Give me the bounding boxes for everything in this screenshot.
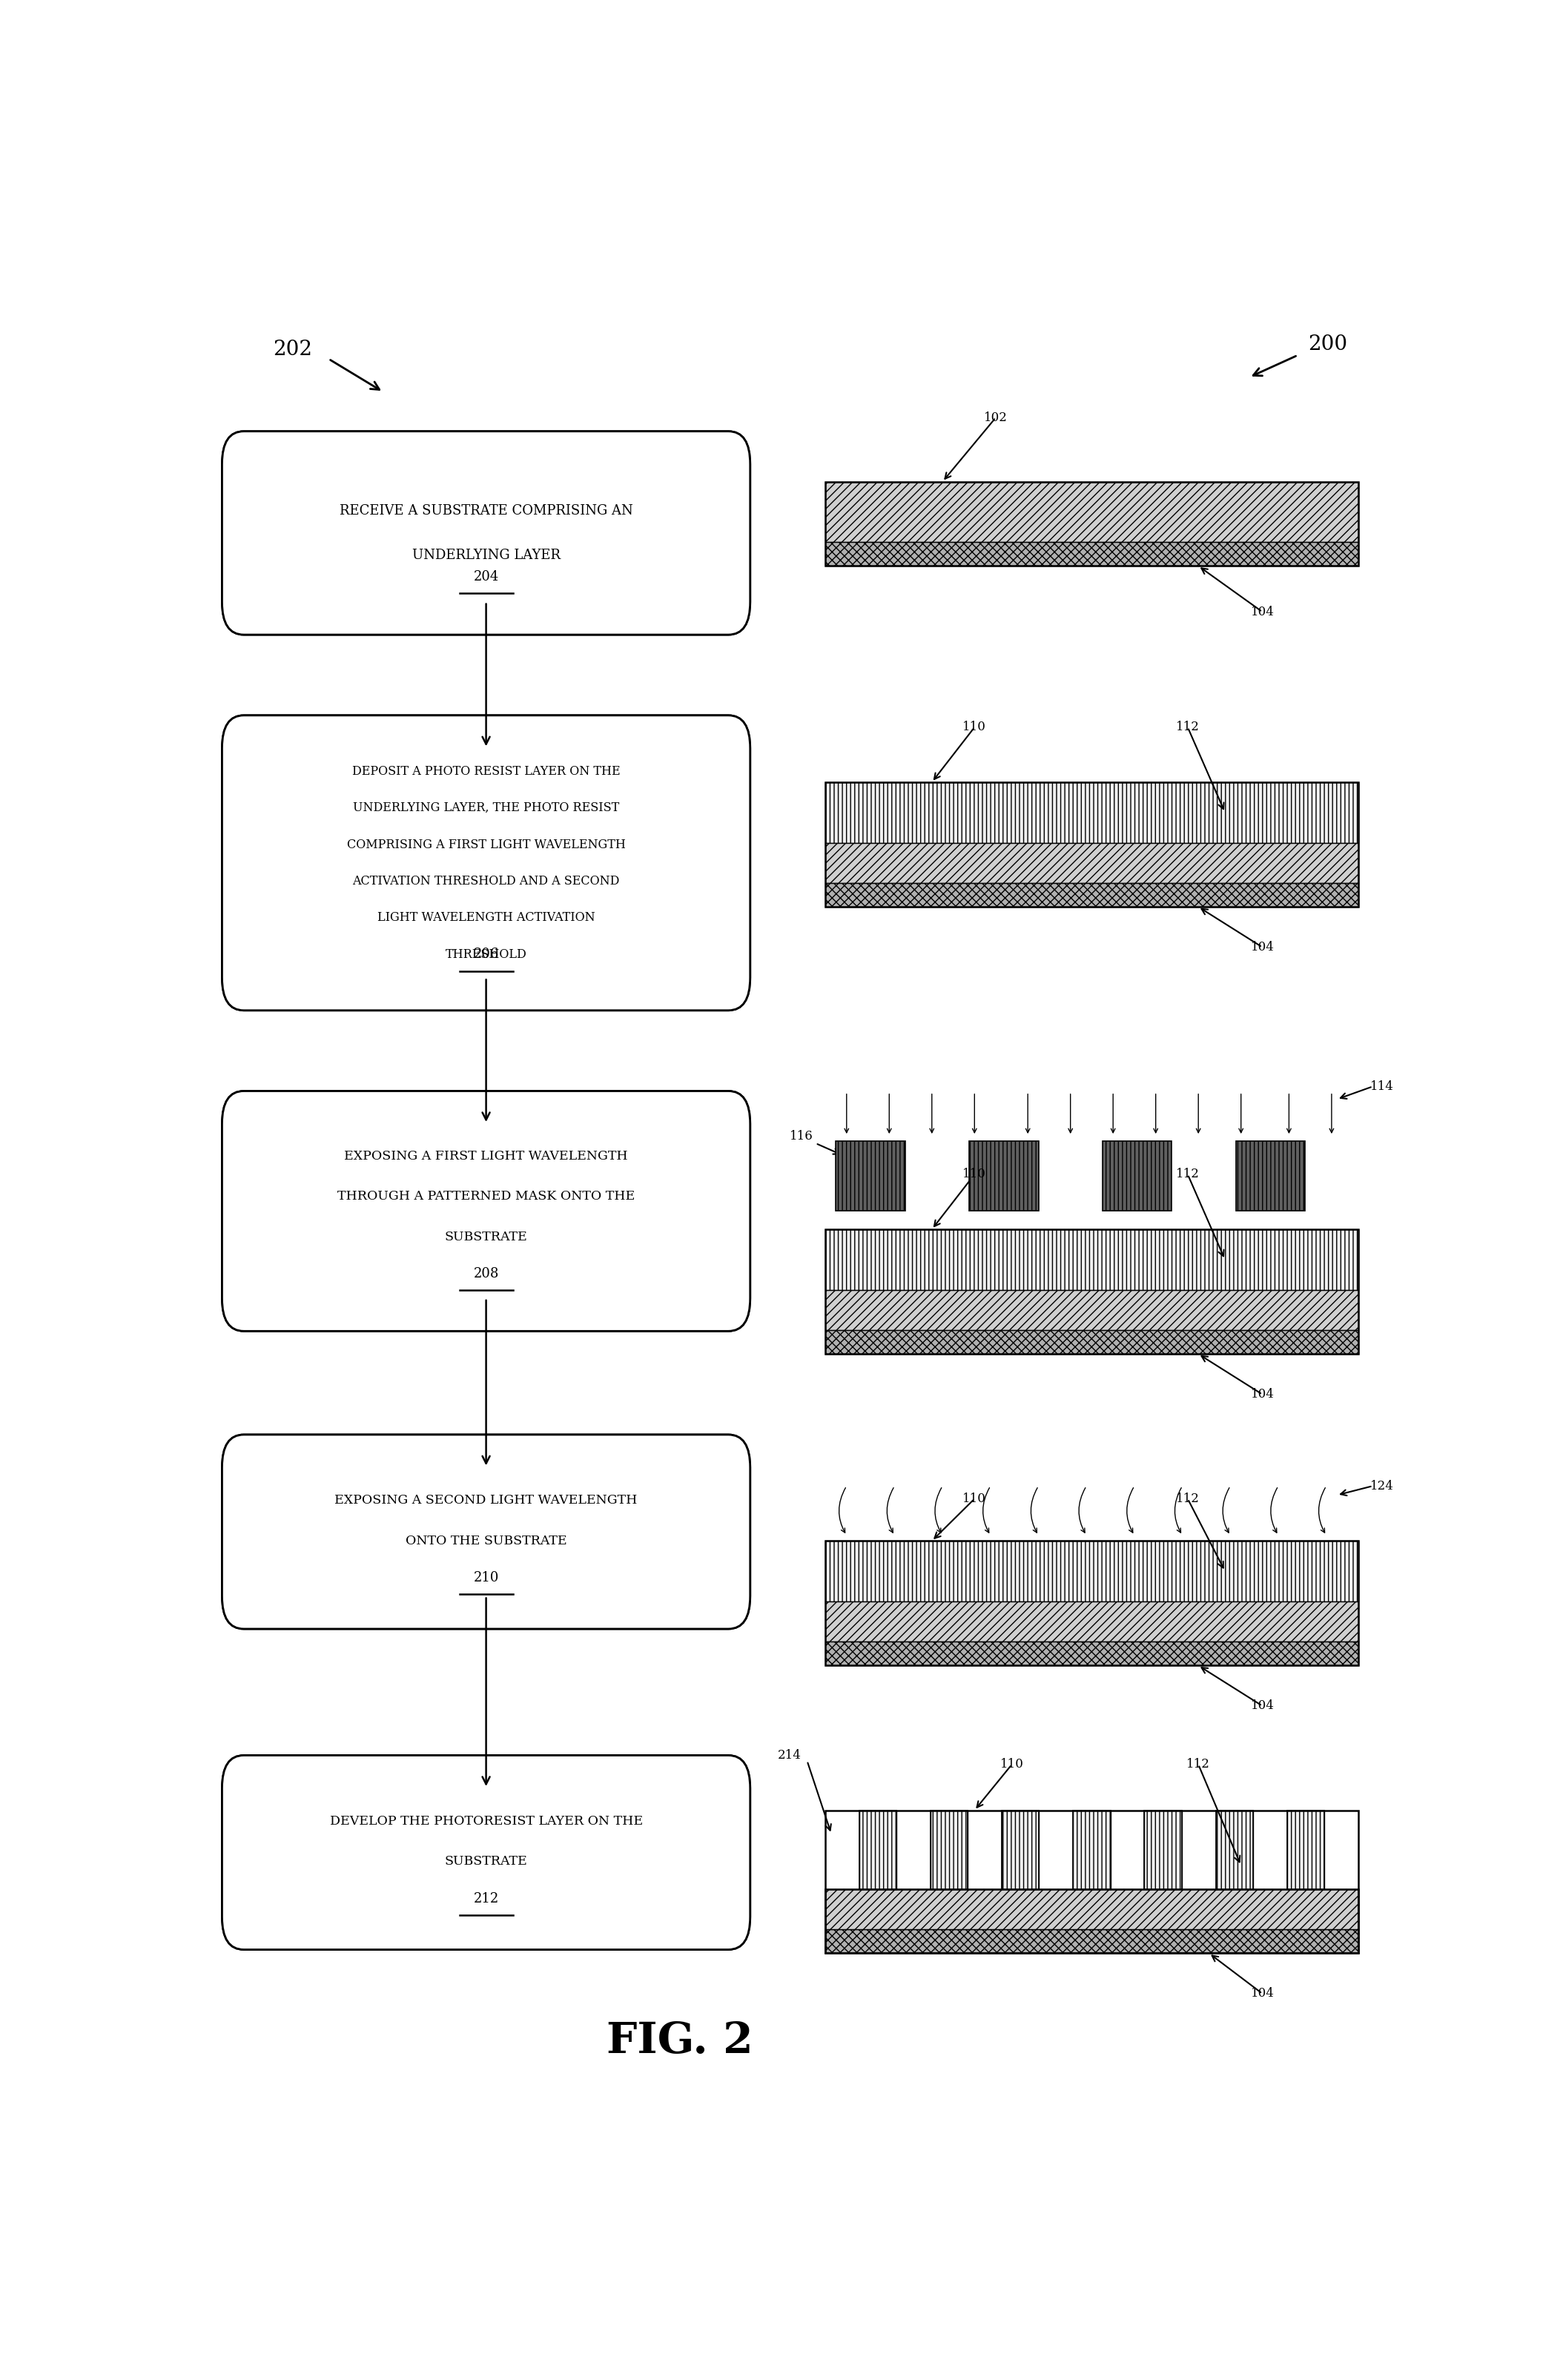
Bar	[825, 843, 1358, 883]
Text: FIG. 2: FIG. 2	[606, 2021, 753, 2061]
FancyBboxPatch shape	[222, 716, 750, 1012]
FancyBboxPatch shape	[222, 1756, 750, 1949]
Bar	[1074, 1811, 1110, 1890]
Text: SUBSTRATE: SUBSTRATE	[444, 1856, 528, 1868]
FancyBboxPatch shape	[222, 1756, 750, 1949]
Bar	[930, 1811, 967, 1890]
Text: SUBSTRATE: SUBSTRATE	[444, 1230, 528, 1242]
Text: THRESHOLD: THRESHOLD	[445, 947, 527, 962]
FancyBboxPatch shape	[222, 431, 750, 635]
Text: 206: 206	[474, 947, 499, 962]
Bar	[969, 1142, 1038, 1211]
Bar	[825, 783, 1358, 907]
Text: 124: 124	[1371, 1480, 1394, 1492]
Bar	[825, 1602, 1358, 1642]
Text: 104: 104	[1250, 1699, 1274, 1711]
Text: 204: 204	[474, 571, 499, 583]
Bar	[825, 1230, 1358, 1290]
Bar	[825, 1811, 1358, 1954]
Bar	[825, 1890, 1358, 1930]
Bar	[860, 1811, 897, 1890]
Bar	[825, 1930, 1358, 1954]
Bar	[930, 1811, 967, 1890]
FancyBboxPatch shape	[222, 1090, 750, 1330]
Text: 112: 112	[1186, 1759, 1210, 1771]
Bar	[1002, 1811, 1039, 1890]
Text: RECEIVE A SUBSTRATE COMPRISING AN: RECEIVE A SUBSTRATE COMPRISING AN	[339, 505, 633, 519]
Bar	[1236, 1142, 1305, 1211]
Text: 212: 212	[474, 1892, 499, 1906]
Bar	[1144, 1811, 1182, 1890]
Text: 104: 104	[1250, 605, 1274, 619]
Text: 104: 104	[1250, 1388, 1274, 1399]
Text: 104: 104	[1250, 940, 1274, 954]
Bar	[825, 543, 1358, 566]
Text: 110: 110	[1000, 1759, 1024, 1771]
Text: LIGHT WAVELENGTH ACTIVATION: LIGHT WAVELENGTH ACTIVATION	[377, 912, 596, 923]
FancyBboxPatch shape	[222, 1435, 750, 1628]
Text: ACTIVATION THRESHOLD AND A SECOND: ACTIVATION THRESHOLD AND A SECOND	[353, 876, 619, 888]
Bar	[825, 883, 1358, 907]
Bar	[1074, 1811, 1110, 1890]
Text: 112: 112	[1175, 1492, 1199, 1504]
Text: 102: 102	[985, 412, 1008, 424]
Bar	[825, 1290, 1358, 1330]
Text: 114: 114	[1371, 1081, 1394, 1092]
Text: DEPOSIT A PHOTO RESIST LAYER ON THE: DEPOSIT A PHOTO RESIST LAYER ON THE	[352, 764, 621, 778]
Text: 210: 210	[474, 1571, 499, 1585]
Bar	[1286, 1811, 1324, 1890]
Bar	[825, 1330, 1358, 1354]
Text: 200: 200	[1308, 333, 1347, 355]
Text: 214: 214	[777, 1749, 800, 1761]
Text: 202: 202	[272, 340, 313, 359]
Bar	[1286, 1811, 1324, 1890]
Text: UNDERLYING LAYER, THE PHOTO RESIST: UNDERLYING LAYER, THE PHOTO RESIST	[353, 802, 619, 814]
Text: DEVELOP THE PHOTORESIST LAYER ON THE: DEVELOP THE PHOTORESIST LAYER ON THE	[330, 1816, 642, 1828]
FancyBboxPatch shape	[222, 716, 750, 1012]
Text: UNDERLYING LAYER: UNDERLYING LAYER	[413, 547, 560, 562]
Bar	[1002, 1811, 1039, 1890]
Text: ONTO THE SUBSTRATE: ONTO THE SUBSTRATE	[405, 1535, 567, 1547]
Bar	[825, 481, 1358, 566]
Bar	[1216, 1811, 1254, 1890]
Text: COMPRISING A FIRST LIGHT WAVELENGTH: COMPRISING A FIRST LIGHT WAVELENGTH	[347, 838, 625, 850]
Text: 110: 110	[963, 721, 986, 733]
Bar	[825, 1230, 1358, 1354]
Text: THROUGH A PATTERNED MASK ONTO THE: THROUGH A PATTERNED MASK ONTO THE	[338, 1190, 635, 1202]
FancyBboxPatch shape	[222, 1090, 750, 1330]
Text: EXPOSING A FIRST LIGHT WAVELENGTH: EXPOSING A FIRST LIGHT WAVELENGTH	[344, 1150, 628, 1161]
Bar	[836, 1142, 905, 1211]
Bar	[825, 783, 1358, 843]
Bar	[825, 1890, 1358, 1954]
Text: 104: 104	[1250, 1987, 1274, 1999]
Text: EXPOSING A SECOND LIGHT WAVELENGTH: EXPOSING A SECOND LIGHT WAVELENGTH	[334, 1495, 638, 1507]
Text: 110: 110	[963, 1492, 986, 1504]
Text: 112: 112	[1175, 1169, 1199, 1180]
Bar	[1216, 1811, 1254, 1890]
FancyBboxPatch shape	[222, 1435, 750, 1628]
FancyBboxPatch shape	[222, 431, 750, 635]
Text: 110: 110	[963, 1169, 986, 1180]
Bar	[825, 481, 1358, 543]
Bar	[860, 1811, 897, 1890]
Bar	[1144, 1811, 1182, 1890]
Bar	[1102, 1142, 1172, 1211]
Text: 208: 208	[474, 1266, 499, 1280]
Text: 116: 116	[789, 1130, 813, 1142]
Bar	[825, 1540, 1358, 1666]
Bar	[825, 1642, 1358, 1666]
Bar	[825, 1540, 1358, 1602]
Text: 112: 112	[1175, 721, 1199, 733]
